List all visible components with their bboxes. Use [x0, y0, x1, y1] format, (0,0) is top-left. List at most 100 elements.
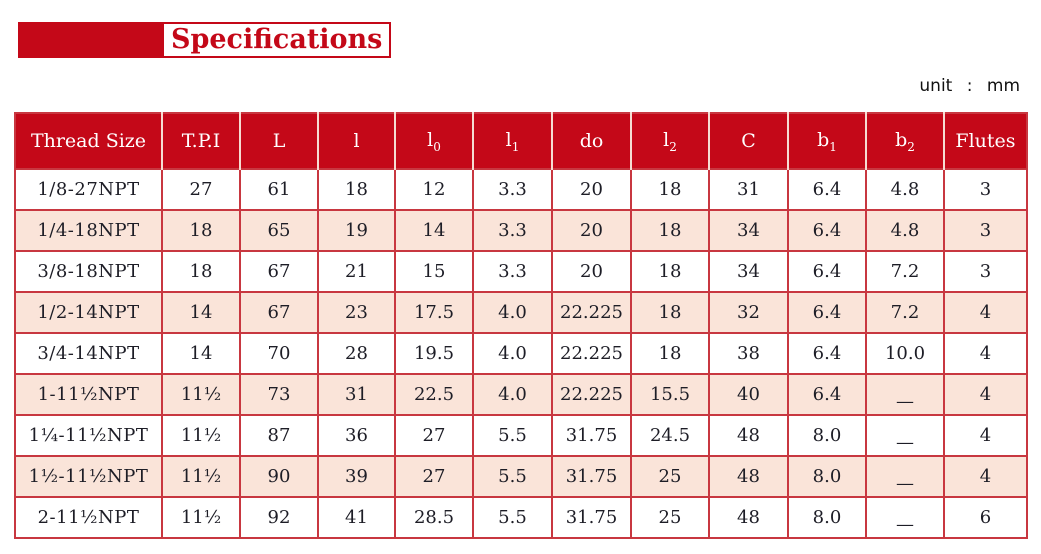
value-cell: 19 [317, 209, 396, 252]
page-title: Specifications [162, 22, 392, 58]
value-cell: 5.5 [472, 414, 553, 457]
value-cell: 21 [317, 250, 396, 293]
value-cell: 7.2 [865, 291, 945, 334]
value-cell: 32 [708, 291, 789, 334]
value-cell: 8.0 [787, 496, 867, 539]
value-cell: 14 [161, 332, 241, 375]
value-cell: 31 [708, 168, 789, 211]
red-accent-block [18, 22, 162, 58]
value-cell: 15 [394, 250, 474, 293]
value-cell: 41 [317, 496, 396, 539]
value-cell: 14 [394, 209, 474, 252]
table-row: 1½-11½NPT 11½ 90 39 27 5.5 31.75 25 48 8.0—4 [14, 455, 1028, 498]
value-cell: 5.5 [472, 455, 553, 498]
value-cell: 4 [943, 373, 1028, 416]
column-header-l0: l0 [394, 113, 473, 169]
value-cell: 4 [943, 291, 1028, 334]
value-cell: 8.0 [787, 414, 867, 457]
value-cell: — [865, 414, 945, 457]
column-header-c: C [708, 113, 788, 169]
value-cell: 61 [239, 168, 319, 211]
value-cell: 12 [394, 168, 474, 211]
value-cell: 48 [708, 455, 789, 498]
value-cell: 5.5 [472, 496, 553, 539]
value-cell: 6.4 [787, 332, 867, 375]
thread-size-cell: 1-11½NPT [14, 373, 163, 416]
value-cell: 11½ [161, 373, 241, 416]
value-cell: 3 [943, 250, 1028, 293]
value-cell: — [865, 455, 945, 498]
table-row: 1¼-11½NPT 11½ 87 36 27 5.5 31.75 24.5 48 8.0—4 [14, 414, 1028, 457]
value-cell: 6.4 [787, 209, 867, 252]
value-cell: 25 [630, 455, 710, 498]
value-cell: 20 [551, 209, 632, 252]
value-cell: 20 [551, 168, 632, 211]
column-header-b1: b1 [787, 113, 866, 169]
value-cell: 18 [630, 332, 710, 375]
column-header-l2: l2 [630, 113, 709, 169]
value-cell: 3 [943, 168, 1028, 211]
value-cell: 6.4 [787, 291, 867, 334]
value-cell: 7.2 [865, 250, 945, 293]
value-cell: 4 [943, 332, 1028, 375]
value-cell: 8.0 [787, 455, 867, 498]
value-cell: 28 [317, 332, 396, 375]
value-cell: 18 [630, 250, 710, 293]
value-cell: 31.75 [551, 455, 632, 498]
thread-size-cell: 3/4-14NPT [14, 332, 163, 375]
value-cell: 48 [708, 414, 789, 457]
value-cell: 25 [630, 496, 710, 539]
table-row: 3/8-18NPT 18 67 21 15 3.3 20 18 34 6.4 7.2 3 [14, 250, 1028, 293]
column-header-flutes: Flutes [943, 113, 1027, 169]
value-cell: 34 [708, 209, 789, 252]
value-cell: 15.5 [630, 373, 710, 416]
table-row: 3/4-14NPT 14 70 28 19.5 4.0 22.225 18 38 6.4 10.0 4 [14, 332, 1028, 375]
value-cell: 6.4 [787, 168, 867, 211]
thread-size-cell: 1/4-18NPT [14, 209, 163, 252]
value-cell: 18 [317, 168, 396, 211]
value-cell: 3.3 [472, 168, 553, 211]
value-cell: 18 [161, 250, 241, 293]
column-header-l1: l1 [472, 113, 552, 169]
table-row: 2-11½NPT 11½ 92 41 28.5 5.5 31.75 25 48 8.0—6 [14, 496, 1028, 539]
value-cell: 36 [317, 414, 396, 457]
value-cell: 3.3 [472, 209, 553, 252]
value-cell: 10.0 [865, 332, 945, 375]
thread-size-cell: 1½-11½NPT [14, 455, 163, 498]
value-cell: 22.5 [394, 373, 474, 416]
value-cell: 31.75 [551, 496, 632, 539]
thread-size-cell: 2-11½NPT [14, 496, 163, 539]
value-cell: 27 [394, 455, 474, 498]
value-cell: 67 [239, 291, 319, 334]
value-cell: 3 [943, 209, 1028, 252]
value-cell: 17.5 [394, 291, 474, 334]
value-cell: 14 [161, 291, 241, 334]
value-cell: 3.3 [472, 250, 553, 293]
value-cell: 23 [317, 291, 396, 334]
value-cell: 90 [239, 455, 319, 498]
value-cell: 38 [708, 332, 789, 375]
value-cell: 31 [317, 373, 396, 416]
value-cell: 87 [239, 414, 319, 457]
thread-size-cell: 1/8-27NPT [14, 168, 163, 211]
value-cell: 92 [239, 496, 319, 539]
value-cell: 48 [708, 496, 789, 539]
value-cell: 22.225 [551, 291, 632, 334]
unit-label: unit : mm [919, 76, 1020, 96]
value-cell: 18 [161, 209, 241, 252]
column-header-l: L [239, 113, 318, 169]
value-cell: — [865, 373, 945, 416]
table-row: 1/2-14NPT 14 67 23 17.5 4.0 22.225 18 32 6.4 7.2 4 [14, 291, 1028, 334]
value-cell: 73 [239, 373, 319, 416]
value-cell: 4.8 [865, 168, 945, 211]
value-cell: 4.0 [472, 373, 553, 416]
value-cell: 28.5 [394, 496, 474, 539]
value-cell: 20 [551, 250, 632, 293]
table-row: 1-11½NPT 11½ 73 31 22.5 4.0 22.225 15.5 40 6.4—4 [14, 373, 1028, 416]
value-cell: 19.5 [394, 332, 474, 375]
table-row: 1/8-27NPT 27 61 18 12 3.3 20 18 31 6.4 4.8 3 [14, 168, 1028, 211]
value-cell: 11½ [161, 414, 241, 457]
value-cell: 6 [943, 496, 1028, 539]
value-cell: 24.5 [630, 414, 710, 457]
